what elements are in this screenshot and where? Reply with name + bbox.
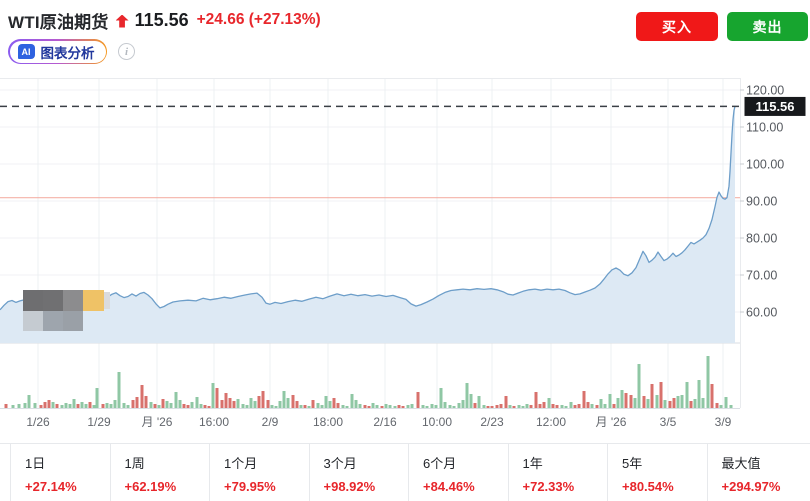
stat-period-label: 3个月 [323, 456, 357, 471]
stat-change-value: +84.46% [423, 479, 475, 494]
svg-text:10:00: 10:00 [422, 415, 452, 429]
stat-cell: 3个月 +98.92% [308, 444, 409, 501]
stat-cell: 5年 +80.54% [607, 444, 707, 501]
sell-button[interactable]: 卖出 [727, 12, 808, 41]
volume-bars [4, 356, 733, 408]
stat-cell: 1年 +72.33% [507, 444, 608, 501]
svg-text:16:00: 16:00 [199, 415, 229, 429]
stat-period-label: 1个月 [224, 456, 258, 471]
price-area-series [0, 106, 736, 344]
price-change: +24.66 (+27.13%) [196, 11, 321, 28]
stat-cell: 1个月 +79.95% [209, 444, 309, 501]
svg-text:2/23: 2/23 [480, 415, 504, 429]
chart-frame [0, 78, 741, 409]
svg-text:110.00: 110.00 [746, 121, 783, 135]
symbol-title: WTI原油期货 [8, 12, 109, 32]
stat-change-value: +27.14% [25, 479, 77, 494]
svg-text:70.00: 70.00 [746, 269, 777, 283]
svg-text:18:00: 18:00 [313, 415, 343, 429]
svg-text:115.56: 115.56 [755, 99, 794, 114]
quote-header: WTI原油期货 115.56 +24.66 (+27.13%) [8, 8, 321, 32]
stat-change-value: +98.92% [323, 479, 376, 494]
current-price: 115.56 [134, 9, 189, 30]
svg-text:60.00: 60.00 [746, 306, 777, 320]
up-arrow-icon [115, 14, 129, 28]
svg-text:3/5: 3/5 [660, 415, 677, 429]
stat-change-value: +294.97% [721, 479, 781, 494]
svg-text:90.00: 90.00 [746, 195, 777, 209]
svg-text:80.00: 80.00 [746, 232, 777, 246]
performance-stats-strip: 1日 +27.14% 1周 +62.19% 1个月 +79.95% 3个月 +98.92% 6个… [0, 443, 810, 501]
info-icon[interactable]: i [118, 43, 135, 60]
ai-button-label: 图表分析 [40, 45, 95, 61]
stat-period-label: 最大值 [721, 456, 761, 471]
svg-text:2/9: 2/9 [262, 415, 279, 429]
svg-text:12:00: 12:00 [536, 415, 566, 429]
stat-cell: 1周 +62.19% [109, 444, 210, 501]
stat-cell: 6个月 +84.46% [408, 444, 508, 501]
ai-row: AI 图表分析 i [8, 39, 135, 64]
svg-text:月 '26: 月 '26 [596, 415, 627, 429]
stat-cell: 最大值 +294.97% [706, 444, 810, 501]
stat-period-label: 1年 [522, 456, 543, 471]
blurred-region [23, 290, 110, 331]
ai-chart-analysis-button[interactable]: AI 图表分析 [8, 39, 107, 64]
current-price-badge: 115.56 [744, 96, 806, 116]
stat-change-value: +79.95% [224, 479, 276, 494]
stat-change-value: +62.19% [124, 479, 177, 494]
x-axis-labels: 1/26 1/29 月 '26 16:00 2/9 18:00 2/16 10:00 2/23 1… [26, 415, 731, 429]
svg-text:3/9: 3/9 [715, 415, 732, 429]
svg-text:1/29: 1/29 [87, 415, 111, 429]
stat-cell: 1日 +27.14% [10, 444, 110, 501]
svg-text:1/26: 1/26 [26, 415, 50, 429]
svg-text:120.00: 120.00 [746, 84, 784, 98]
price-chart[interactable]: 120.00 110.00 100.00 90.00 80.00 70.00 60.00 1… [0, 78, 810, 436]
stat-period-label: 5年 [622, 456, 643, 471]
ai-icon: AI [17, 44, 35, 59]
buy-button[interactable]: 买入 [636, 12, 718, 41]
chart-gridlines [0, 78, 740, 408]
stat-period-label: 6个月 [423, 456, 457, 471]
stat-period-label: 1周 [124, 456, 145, 471]
stat-change-value: +80.54% [622, 479, 674, 494]
y-axis-labels: 120.00 110.00 100.00 90.00 80.00 70.00 60.00 [740, 84, 784, 320]
svg-text:2/16: 2/16 [373, 415, 397, 429]
stat-period-label: 1日 [25, 456, 46, 471]
stat-change-value: +72.33% [522, 479, 575, 494]
svg-text:月 '26: 月 '26 [142, 415, 173, 429]
svg-text:100.00: 100.00 [746, 158, 784, 172]
